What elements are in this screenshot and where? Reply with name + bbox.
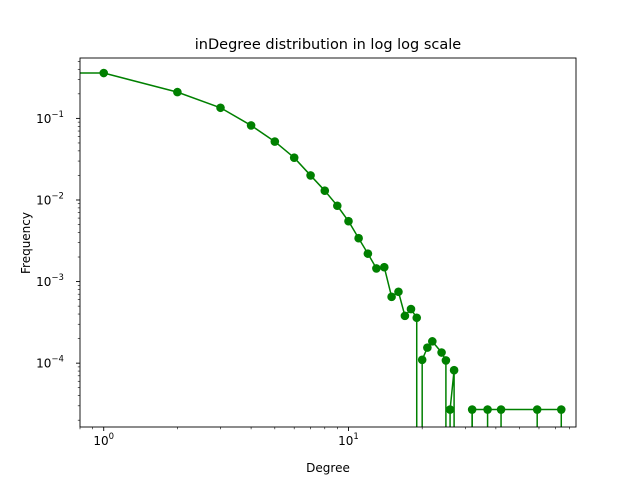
data-point [344, 216, 353, 226]
data-point [306, 171, 315, 180]
y-tick-label: 10−4 [36, 355, 64, 371]
data-point [372, 264, 381, 273]
x-tick-label-base: 10 [338, 434, 353, 448]
data-point [467, 405, 477, 414]
y-tick-label-exponent: −1 [51, 110, 64, 120]
plot-data-layer [80, 68, 566, 427]
data-point [216, 103, 225, 113]
data-point [387, 292, 396, 302]
x-axis-label: Degree [306, 461, 350, 475]
data-point [556, 405, 566, 414]
x-tick-label: 100 [93, 432, 114, 448]
data-point [532, 405, 542, 414]
x-tick-label-exponent: 0 [109, 432, 114, 442]
data-point [449, 365, 459, 375]
data-point [363, 249, 373, 258]
y-tick-label-base: 10 [36, 275, 51, 289]
chart-title: inDegree distribution in log log scale [195, 37, 462, 53]
y-tick-label-exponent: −2 [51, 191, 64, 201]
y-tick-label-base: 10 [36, 112, 51, 126]
data-point [423, 343, 432, 352]
y-tick-label: 10−2 [36, 191, 64, 207]
data-point [417, 355, 427, 365]
plot-area-frame [79, 57, 577, 428]
data-point [246, 121, 256, 130]
x-tick-label: 101 [338, 432, 359, 448]
data-point [400, 311, 410, 321]
data-point [394, 287, 403, 297]
data-point [428, 337, 437, 346]
data-point [173, 87, 182, 97]
y-axis-label: Frequency [19, 212, 33, 274]
data-point [289, 153, 299, 162]
data-point [333, 201, 342, 211]
data-point [437, 348, 446, 357]
y-tick-label-base: 10 [36, 357, 51, 371]
series-line [80, 72, 562, 427]
data-point [483, 405, 492, 414]
y-tick-label: 10−3 [36, 273, 64, 289]
data-point [320, 186, 330, 195]
data-point [445, 405, 455, 414]
data-point [406, 304, 416, 314]
x-tick-label-exponent: 1 [353, 432, 358, 442]
y-tick-label-base: 10 [36, 193, 51, 207]
data-point [270, 137, 280, 146]
data-point [441, 356, 451, 365]
y-tick-label-exponent: −3 [51, 273, 64, 283]
x-tick-label-base: 10 [93, 434, 108, 448]
data-point [496, 405, 506, 414]
data-point [379, 262, 389, 272]
data-point [412, 313, 422, 323]
y-tick-label-exponent: −4 [51, 355, 64, 365]
y-tick-label: 10−1 [36, 110, 64, 126]
data-point [99, 68, 109, 78]
data-point [354, 233, 363, 243]
